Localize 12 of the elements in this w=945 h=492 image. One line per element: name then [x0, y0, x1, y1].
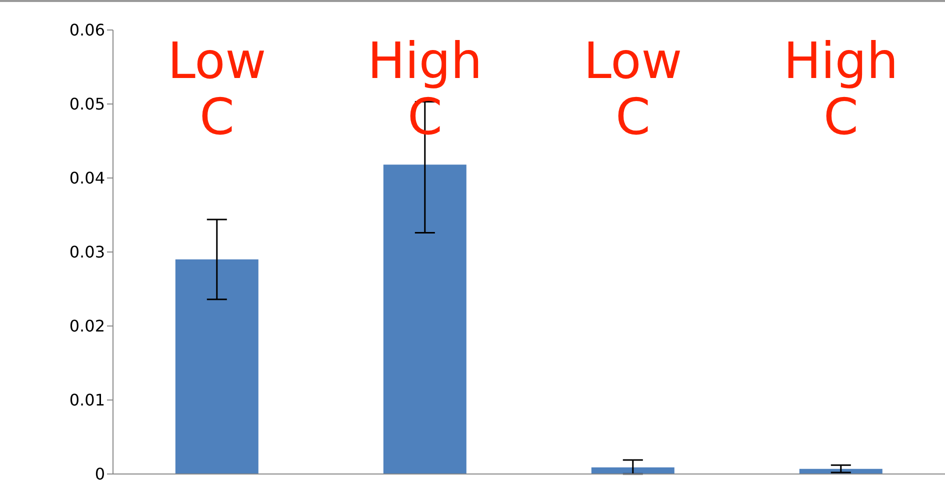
x-tick-label: Low C — [168, 32, 266, 146]
y-tick-label: 0.05 — [69, 94, 105, 114]
y-tick-label: 0.02 — [69, 316, 105, 336]
y-tick-label: 0 — [94, 464, 105, 484]
y-tick-label: 0.03 — [69, 242, 105, 262]
y-tick-label: 0.01 — [69, 390, 105, 410]
bar — [175, 259, 258, 474]
x-tick-label: Low C — [584, 32, 682, 146]
x-tick-label: High C — [783, 32, 898, 146]
y-tick-label: 0.04 — [69, 168, 105, 188]
y-tick-label: 0.06 — [69, 20, 105, 40]
bar — [383, 164, 466, 474]
